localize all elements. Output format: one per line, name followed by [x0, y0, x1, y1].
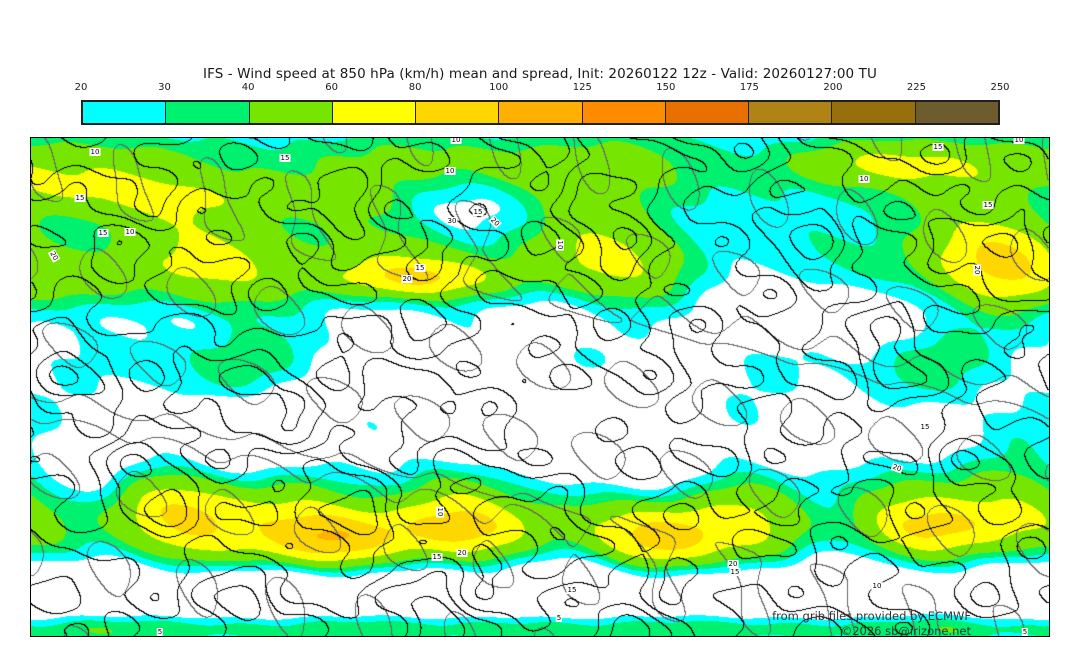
colorbar-segment [914, 102, 998, 123]
colorbar [81, 100, 1000, 125]
colorbar-segment [581, 102, 665, 123]
contour-label: 15 [74, 194, 86, 202]
colorbar-tick-label: 80 [408, 82, 422, 93]
contour-label: 10 [450, 137, 462, 144]
contour-label: 30 [446, 217, 458, 225]
colorbar-segment [331, 102, 416, 123]
colorbar-segment [748, 102, 832, 123]
contour-label: 10 [858, 175, 870, 183]
contour-label: 15 [729, 568, 741, 576]
colorbar-tick-label: 20 [74, 82, 88, 93]
colorbar-tick-label: 40 [241, 82, 255, 93]
contour-label: 5 [1021, 628, 1029, 636]
colorbar-segment [248, 102, 332, 123]
contour-label: 10 [1013, 137, 1025, 144]
contour-label: 15 [414, 264, 426, 272]
page-title: IFS - Wind speed at 850 hPa (km/h) mean … [203, 66, 877, 82]
colorbar-tick-label: 125 [572, 82, 592, 93]
colorbar-segment [831, 102, 915, 123]
wind-speed-map-canvas [31, 138, 1049, 636]
contour-label: 10 [871, 582, 883, 590]
colorbar-tick-label: 250 [990, 82, 1010, 93]
colorbar-tick-label: 30 [158, 82, 171, 93]
colorbar-tick-label: 175 [739, 82, 759, 93]
colorbar-tick-label: 150 [656, 82, 676, 93]
contour-label: 10 [436, 506, 444, 518]
contour-label: 15 [97, 229, 109, 237]
colorbar-segment [83, 102, 166, 123]
contour-label: 15 [919, 423, 931, 431]
contour-label: 5 [156, 628, 164, 636]
colorbar-tick-label: 225 [906, 82, 926, 93]
colorbar-segment [498, 102, 582, 123]
colorbar-segment [415, 102, 499, 123]
colorbar-ticks: 20 30 40 60 80 100 125 150 175 200 225 250 [75, 82, 1010, 95]
contour-label: 15 [566, 586, 578, 594]
contour-label: 10 [556, 239, 564, 251]
contour-label: 10 [444, 167, 456, 175]
contour-label: 10 [124, 228, 136, 236]
colorbar-segment [664, 102, 749, 123]
contour-label: 15 [472, 208, 484, 216]
contour-label: 20 [456, 549, 468, 557]
colorbar-tick-label: 60 [325, 82, 338, 93]
contour-label: 5 [555, 614, 563, 622]
contour-label: 10 [89, 148, 101, 156]
contour-label: 15 [932, 143, 944, 151]
attribution-copyright: ©2026 sb@irizone.net [840, 624, 971, 637]
contour-label: 20 [973, 264, 981, 276]
map-frame: 10 10 10 15 15 10 20 15 10 30 15 20 15 20 10 15 10 15 20 15… [30, 137, 1050, 637]
contour-label: 15 [982, 201, 994, 209]
colorbar-tick-label: 100 [489, 82, 509, 93]
contour-label: 15 [431, 553, 443, 561]
contour-label: 15 [279, 154, 291, 162]
attribution-source: from grib files provided by ECMWF [772, 609, 971, 623]
colorbar-segment [165, 102, 249, 123]
colorbar-tick-label: 200 [823, 82, 843, 93]
contour-label: 20 [727, 560, 739, 568]
contour-label: 20 [401, 275, 413, 283]
